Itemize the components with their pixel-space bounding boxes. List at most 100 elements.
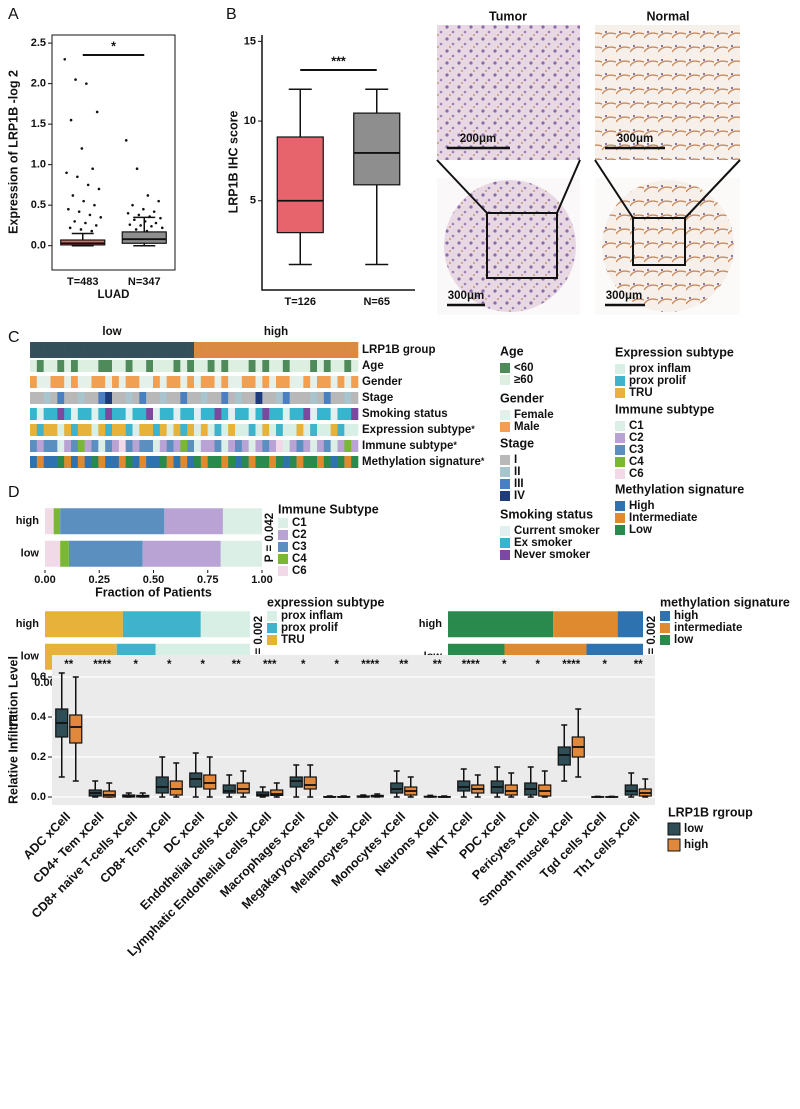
heatmap-cell (255, 376, 263, 388)
bar-segment (122, 611, 201, 638)
heatmap-cell (30, 440, 38, 452)
heatmap-cell (276, 440, 284, 452)
heatmap-cell (248, 424, 256, 436)
legend-label: C4 (292, 553, 307, 565)
point (74, 78, 77, 81)
box (624, 784, 638, 796)
point (99, 216, 103, 219)
heatmap-cell (36, 392, 44, 404)
bar-segment (45, 508, 54, 535)
heatmap-cell (207, 440, 215, 452)
heatmap-cell (289, 392, 297, 404)
heatmap-cell (84, 424, 92, 436)
heatmap-cell (344, 392, 352, 404)
heatmap-cell (241, 392, 249, 404)
bar-segment (53, 508, 61, 535)
legend-swatch (278, 566, 288, 576)
heatmap-cell (200, 342, 208, 358)
heatmap-cell (241, 376, 249, 388)
heatmap-cell (187, 376, 195, 388)
heatmap-cell (310, 424, 318, 436)
x-tick-label: T=483 (67, 276, 99, 288)
heatmap-cell (337, 440, 345, 452)
heatmap-cell (132, 376, 140, 388)
heatmap-cell (194, 440, 202, 452)
heatmap-cell (317, 342, 325, 358)
x-tick-label: N=65 (363, 296, 390, 308)
heatmap-cell (91, 392, 99, 404)
significance: *** (263, 659, 277, 671)
row-label-name: Smoking status (362, 408, 448, 420)
box (169, 780, 183, 796)
row-label: Methylation signature* (362, 456, 485, 468)
heatmap-cell (282, 456, 290, 468)
legend-swatch (660, 623, 670, 633)
heatmap-cell (207, 392, 215, 404)
heatmap-cell (98, 408, 106, 420)
legend-label: High (629, 500, 655, 512)
legend-swatch (615, 364, 625, 374)
heatmap-cell (194, 408, 202, 420)
legend-label: Male (514, 421, 540, 433)
heatmap-cell (323, 360, 331, 372)
x-tick-label: 1.00 (251, 574, 272, 586)
point (86, 183, 90, 187)
heatmap-cell (214, 342, 222, 358)
point (154, 221, 158, 225)
heatmap-cell (255, 392, 263, 404)
box (457, 780, 471, 792)
heatmap-cell (36, 376, 44, 388)
point (146, 194, 150, 197)
heatmap-cell (262, 424, 270, 436)
heatmap-cell (71, 342, 79, 358)
legend-label: C3 (629, 444, 644, 456)
p-value: P = 0.002 (646, 616, 658, 665)
heatmap-cell (180, 440, 188, 452)
row-label-name: Methylation signature (362, 456, 481, 468)
heatmap-cell (248, 408, 256, 420)
heatmap-cell (98, 392, 106, 404)
heatmap-cell (173, 360, 181, 372)
y-tick-label: 0.0 (31, 791, 46, 803)
legend-label: intermediate (674, 622, 742, 634)
panel-letter: C (8, 329, 20, 346)
heatmap-cell (146, 456, 154, 468)
heatmap-cell (98, 376, 106, 388)
box (189, 772, 203, 788)
heatmap-cell (317, 360, 325, 372)
heatmap-cell (118, 392, 126, 404)
heatmap-cell (289, 376, 297, 388)
heatmap-cell (125, 424, 133, 436)
heatmap-cell (166, 392, 174, 404)
heatmap-cell (139, 408, 147, 420)
legend-label: low (684, 823, 703, 835)
heatmap-cell (221, 408, 229, 420)
heatmap-cell (296, 424, 304, 436)
point (91, 167, 94, 171)
heatmap-cell (57, 360, 65, 372)
heatmap-cell (276, 408, 284, 420)
heatmap-cell (262, 376, 270, 388)
heatmap-cell (248, 392, 256, 404)
heatmap-cell (214, 424, 222, 436)
heatmap-cell (146, 424, 154, 436)
heatmap-cell (153, 392, 161, 404)
point (94, 224, 98, 227)
heatmap-cell (207, 424, 215, 436)
heatmap-cell (228, 408, 236, 420)
heatmap-cell (262, 408, 270, 420)
significance: * (167, 659, 172, 671)
heatmap-cell (112, 360, 120, 372)
significance: ** (64, 659, 73, 671)
point (80, 147, 84, 150)
y-tick-label: 10 (244, 115, 256, 127)
heatmap-cell (159, 376, 167, 388)
heatmap-cell (289, 440, 297, 452)
heatmap-cell (317, 392, 325, 404)
heatmap-cell (282, 360, 290, 372)
point (73, 220, 76, 223)
heatmap-cell (221, 456, 229, 468)
heatmap-cell (91, 456, 99, 468)
heatmap-cell (132, 456, 140, 468)
heatmap-cell (344, 376, 352, 388)
